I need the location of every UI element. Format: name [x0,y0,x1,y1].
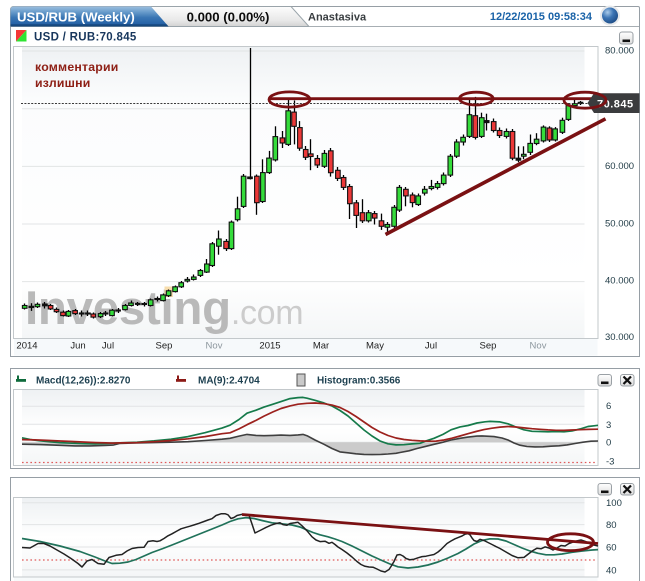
svg-text:Jun: Jun [70,341,85,352]
svg-text:100: 100 [606,498,622,509]
svg-text:0.000 (0.00%): 0.000 (0.00%) [187,10,270,25]
svg-text:2015: 2015 [259,341,280,352]
svg-text:Jul: Jul [425,341,437,352]
svg-text:50.000: 50.000 [605,219,634,230]
svg-text:Histogram:0.3566: Histogram:0.3566 [317,376,401,387]
svg-text:80: 80 [606,520,617,531]
svg-text:May: May [366,341,384,352]
svg-text:Macd(12,26)):2.8270: Macd(12,26)):2.8270 [36,376,131,387]
svg-text:излишни: излишни [35,76,91,90]
svg-text:-3: -3 [606,457,614,468]
svg-text:Sep: Sep [156,341,173,352]
svg-text:MA(9):2.4704: MA(9):2.4704 [198,376,260,387]
svg-text:USD / RUB:70.845: USD / RUB:70.845 [34,32,137,44]
svg-text:0: 0 [606,438,611,449]
svg-text:2014: 2014 [16,341,37,352]
svg-text:40.000: 40.000 [605,276,634,287]
svg-text:6: 6 [606,401,611,412]
svg-text:Mar: Mar [313,341,329,352]
svg-text:60: 60 [606,542,617,553]
svg-text:80.000: 80.000 [605,45,634,56]
svg-text:60.000: 60.000 [605,161,634,172]
svg-text:Anastasiva: Anastasiva [308,12,367,24]
svg-text:USD/RUB (Weekly): USD/RUB (Weekly) [17,10,135,25]
svg-text:40: 40 [606,565,617,576]
svg-text:30.000: 30.000 [605,332,634,343]
svg-text:12/22/2015 09:58:34: 12/22/2015 09:58:34 [490,11,593,23]
svg-text:Nov: Nov [530,341,547,352]
svg-text:Jul: Jul [102,341,114,352]
svg-text:Investing.com: Investing.com [25,282,303,335]
svg-text:3: 3 [606,420,611,431]
svg-text:Sep: Sep [480,341,497,352]
svg-text:Nov: Nov [206,341,223,352]
svg-text:комментарии: комментарии [35,60,119,74]
